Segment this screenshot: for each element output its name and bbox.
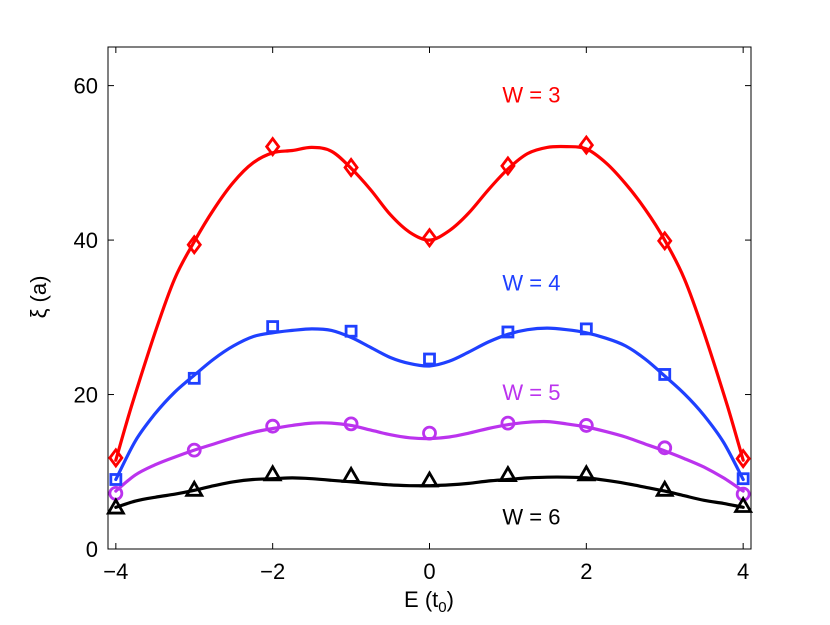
- data-point-square: [658, 368, 672, 381]
- data-point-circle: [500, 415, 516, 431]
- data-point-circle: [657, 440, 673, 456]
- y-tick-label: 40: [74, 228, 98, 253]
- data-point-diamond: [735, 448, 751, 469]
- data-point-triangle: [262, 464, 283, 482]
- data-point-diamond: [578, 134, 595, 156]
- data-point-triangle: [341, 465, 362, 483]
- x-tick-label: 0: [423, 559, 435, 584]
- data-point-triangle: [576, 464, 597, 482]
- series-line-w4: [114, 326, 745, 482]
- series-label: W = 4: [502, 270, 560, 295]
- data-point-square: [109, 473, 123, 486]
- data-point-triangle: [419, 470, 440, 488]
- data-point-diamond: [264, 136, 281, 157]
- series-labels: W = 3 W = 4 W = 5 W = 6: [502, 83, 560, 530]
- x-tick-label: −2: [260, 559, 285, 584]
- y-axis-label: ξ (a): [26, 276, 51, 319]
- data-point-triangle: [497, 464, 518, 483]
- plot-area: [107, 46, 752, 550]
- series-label: W = 5: [502, 380, 560, 405]
- x-axis-label-subscript: 0: [438, 599, 446, 616]
- data-point-circle: [186, 442, 202, 458]
- data-point-diamond: [500, 155, 516, 177]
- series-markers: [105, 134, 754, 515]
- data-point-square: [579, 322, 593, 336]
- data-point-square: [736, 472, 750, 486]
- series-label: W = 6: [502, 504, 560, 529]
- y-tick-label: 0: [86, 537, 98, 562]
- x-axis-label: E (t0): [404, 587, 454, 616]
- series-label: W = 3: [502, 83, 560, 108]
- y-tick-label: 20: [74, 383, 98, 408]
- data-point-square: [344, 324, 358, 338]
- data-point-diamond: [186, 234, 203, 256]
- data-point-triangle: [654, 479, 675, 497]
- data-point-diamond: [108, 447, 124, 469]
- x-tick-label: −4: [103, 559, 128, 584]
- data-point-square: [423, 352, 436, 366]
- data-point-triangle: [733, 495, 754, 513]
- data-point-triangle: [105, 497, 126, 515]
- data-point-square: [187, 371, 201, 385]
- data-point-diamond: [656, 230, 673, 252]
- data-point-triangle: [184, 479, 205, 497]
- x-axis-ticks: −4 −2 0 2 4: [103, 47, 749, 584]
- x-axis-label-close: ): [447, 587, 454, 612]
- y-axis-ticks: 0 20 40 60: [74, 74, 751, 562]
- data-point-circle: [422, 425, 437, 441]
- y-tick-label: 60: [74, 74, 98, 99]
- series-line-w3: [114, 144, 745, 462]
- data-point-circle: [343, 416, 359, 432]
- x-tick-label: 2: [580, 559, 592, 584]
- data-point-diamond: [421, 227, 438, 249]
- x-axis-label-main: E (t: [404, 587, 438, 612]
- data-point-circle: [578, 418, 594, 433]
- data-point-square: [266, 320, 280, 333]
- data-point-circle: [265, 418, 281, 434]
- x-tick-label: 4: [737, 559, 749, 584]
- data-point-square: [501, 325, 515, 339]
- data-point-diamond: [343, 157, 359, 178]
